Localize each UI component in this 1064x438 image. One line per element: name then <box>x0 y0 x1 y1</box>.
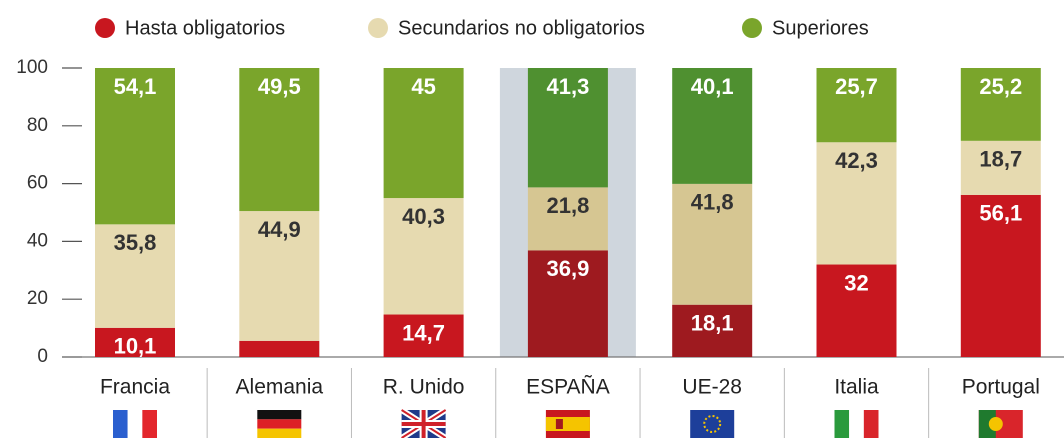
y-tick-label: 100 <box>16 57 48 78</box>
flag-stripe <box>142 410 157 438</box>
flag <box>113 410 157 438</box>
bar-segment <box>239 211 320 341</box>
value-label: 41,3 <box>546 74 589 99</box>
x-tick-label: Francia <box>100 376 170 399</box>
legend-swatch <box>742 18 762 38</box>
flag-stripe <box>113 410 128 438</box>
value-label: 14,7 <box>402 320 445 345</box>
legend-label: Secundarios no obligatorios <box>398 17 645 39</box>
bar-segment <box>527 68 608 188</box>
legend-swatch <box>95 18 115 38</box>
x-tick-label: ESPAÑA <box>526 375 610 399</box>
value-label: 44,9 <box>258 217 301 242</box>
value-label: 45 <box>411 74 435 99</box>
y-tick-label: 0 <box>37 346 48 367</box>
flag-stripe <box>834 410 850 438</box>
y-tick-label: 20 <box>27 288 48 309</box>
legend-swatch <box>368 18 388 38</box>
bar-segment <box>816 142 897 265</box>
flag-cross <box>401 410 446 438</box>
value-label: 40,3 <box>402 204 445 229</box>
y-tick-label: 80 <box>27 115 48 136</box>
bar-segment <box>816 264 897 357</box>
flag-stripe <box>257 428 302 438</box>
bar-segment <box>816 68 897 143</box>
bar-segment <box>960 194 1041 357</box>
bar-segment <box>527 187 608 251</box>
value-label: 10,1 <box>114 334 157 359</box>
value-label: 18,1 <box>691 311 734 336</box>
y-tick-label: 40 <box>27 230 48 251</box>
flag-stripe <box>545 417 590 431</box>
x-tick-label: Portugal <box>962 376 1040 399</box>
value-label: 21,8 <box>546 193 589 218</box>
value-label: 56,1 <box>979 201 1022 226</box>
flag-stripe <box>863 410 879 438</box>
value-label: 49,5 <box>258 74 301 99</box>
flag <box>257 410 302 438</box>
flag-field <box>690 410 735 438</box>
bar-segment <box>95 68 175 225</box>
value-label: 40,1 <box>691 74 734 99</box>
x-tick-label: Alemania <box>236 376 324 399</box>
flag <box>834 410 879 438</box>
flag <box>545 410 590 438</box>
value-label: 42,3 <box>835 148 878 173</box>
x-tick-label: R. Unido <box>383 376 465 399</box>
bar-segment <box>239 68 320 212</box>
value-label: 32 <box>844 270 868 295</box>
flag <box>978 410 1023 438</box>
value-label: 36,9 <box>546 256 589 281</box>
bar-segment <box>95 224 175 328</box>
value-label: 25,2 <box>979 74 1022 99</box>
value-label: 35,8 <box>114 230 157 255</box>
flag <box>399 407 448 438</box>
flag-stars <box>703 415 722 433</box>
x-tick-label: UE-28 <box>682 376 742 399</box>
flag-stripe <box>978 410 996 438</box>
bar-segment <box>239 340 320 357</box>
bar-segment <box>383 314 464 357</box>
legend-label: Hasta obligatorios <box>125 17 285 39</box>
legend-label: Superiores <box>772 17 869 39</box>
value-label: 41,8 <box>691 190 734 215</box>
bar-segment <box>960 68 1041 141</box>
bar-segment <box>672 68 753 184</box>
y-tick-label: 60 <box>27 173 48 194</box>
bar-segment <box>672 183 753 305</box>
flag-stripe <box>849 410 864 438</box>
flag-stripe <box>257 410 302 420</box>
value-label: 25,7 <box>835 74 878 99</box>
flag-emblem <box>555 419 563 429</box>
bar-segment <box>383 68 464 199</box>
flag-stripe <box>127 410 143 438</box>
value-label: 18,7 <box>979 147 1022 172</box>
flag-emblem <box>988 417 1003 431</box>
flag-stripe <box>257 419 302 429</box>
bar-segment <box>95 327 175 357</box>
bar-segment <box>383 198 464 315</box>
x-tick-label: Italia <box>834 376 879 399</box>
bar-segment <box>960 140 1041 195</box>
bar-segment <box>527 250 608 357</box>
flag <box>690 410 735 438</box>
value-label: 54,1 <box>114 74 157 99</box>
bar-segment <box>672 304 753 357</box>
